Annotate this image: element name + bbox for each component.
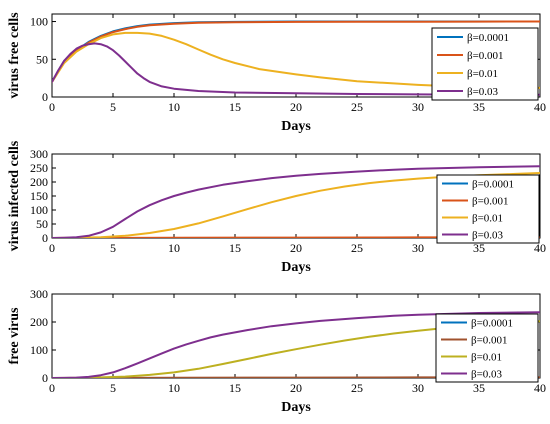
chart-panel-3: 0 5 10 15 20 25 30 35 40 0 100 200 300 Days free virus…	[7, 287, 546, 415]
x-tick-label: 35	[473, 100, 485, 114]
legend-box	[435, 313, 539, 383]
y-tick-label: 200	[30, 315, 48, 329]
x-tick-label: 30	[412, 241, 424, 255]
y-axis-label: free virus	[7, 307, 22, 364]
series-line	[52, 165, 540, 238]
legend-entry: β=0.01	[472, 213, 503, 225]
y-tick-label: 50	[36, 52, 48, 66]
y-tick-label: 100	[30, 343, 48, 357]
series-group	[52, 20, 540, 96]
x-tick-label: 5	[110, 100, 116, 114]
legend-entry: β=0.0001	[471, 318, 513, 330]
x-tick-label: 40	[534, 100, 546, 114]
legend-entry: β=0.01	[467, 68, 498, 80]
y-tick-label: 50	[36, 217, 48, 231]
legend: β=0.0001 β=0.001 β=0.01 β=0.03	[431, 27, 539, 101]
legend-entry: β=0.001	[471, 335, 508, 347]
y-tick-label: 300	[30, 147, 48, 161]
x-tick-label: 5	[110, 381, 116, 395]
legend-entry: β=0.001	[467, 50, 504, 62]
legend: β=0.0001 β=0.001 β=0.01 β=0.03	[435, 313, 539, 383]
x-tick-label: 25	[351, 381, 363, 395]
x-tick-label: 15	[229, 381, 241, 395]
x-tick-label: 30	[412, 381, 424, 395]
y-tick-label: 300	[30, 287, 48, 301]
series-line	[52, 42, 540, 96]
y-tick-label: 100	[30, 203, 48, 217]
legend-box	[436, 174, 540, 244]
y-tick-label: 100	[30, 15, 48, 29]
legend-box	[431, 27, 539, 101]
series-line	[52, 31, 540, 89]
x-tick-label: 25	[351, 241, 363, 255]
y-tick-label: 0	[42, 371, 48, 385]
x-tick-label: 20	[290, 100, 302, 114]
y-tick-label: 150	[30, 189, 48, 203]
x-tick-label: 10	[168, 381, 180, 395]
x-tick-label: 0	[49, 241, 55, 255]
legend-entry: β=0.03	[472, 230, 504, 242]
x-tick-label: 10	[168, 100, 180, 114]
x-axis-label: Days	[281, 119, 311, 134]
y-axis-label: virus free cells	[7, 12, 22, 99]
x-tick-label: 10	[168, 241, 180, 255]
chart-panel-2: 0 5 10 15 20 25 30 35 40 0 100 200 300 50 150 250 Days vi…	[7, 140, 546, 275]
x-tick-label: 5	[110, 241, 116, 255]
series-line	[52, 311, 540, 378]
y-tick-label: 200	[30, 175, 48, 189]
legend-entry: β=0.03	[467, 86, 499, 98]
legend: β=0.0001 β=0.001 β=0.01 β=0.03	[436, 174, 540, 244]
legend-entry: β=0.0001	[467, 32, 509, 44]
x-tick-label: 0	[49, 381, 55, 395]
y-axis-label: virus infected cells	[7, 140, 22, 251]
x-axis-label: Days	[281, 400, 311, 415]
legend-entry: β=0.0001	[472, 179, 514, 191]
x-tick-label: 0	[49, 100, 55, 114]
y-tick-label: 250	[30, 161, 48, 175]
x-tick-label: 20	[290, 381, 302, 395]
x-tick-label: 15	[229, 241, 241, 255]
x-tick-label: 40	[534, 241, 546, 255]
x-tick-label: 25	[351, 100, 363, 114]
y-tick-label: 0	[42, 90, 48, 104]
x-tick-label: 20	[290, 241, 302, 255]
x-tick-label: 15	[229, 100, 241, 114]
chart-panel-1: 0 5 10 15 20 25 30 35 40 0 50 100 Days virus free cel…	[7, 12, 546, 134]
y-tick-label: 0	[42, 231, 48, 245]
legend-entry: β=0.01	[471, 352, 502, 364]
x-tick-label: 35	[473, 241, 485, 255]
x-tick-label: 30	[412, 100, 424, 114]
x-tick-label: 40	[534, 381, 546, 395]
legend-entry: β=0.03	[471, 369, 503, 381]
x-axis-label: Days	[281, 260, 311, 275]
legend-entry: β=0.001	[472, 196, 509, 208]
x-tick-label: 35	[473, 381, 485, 395]
